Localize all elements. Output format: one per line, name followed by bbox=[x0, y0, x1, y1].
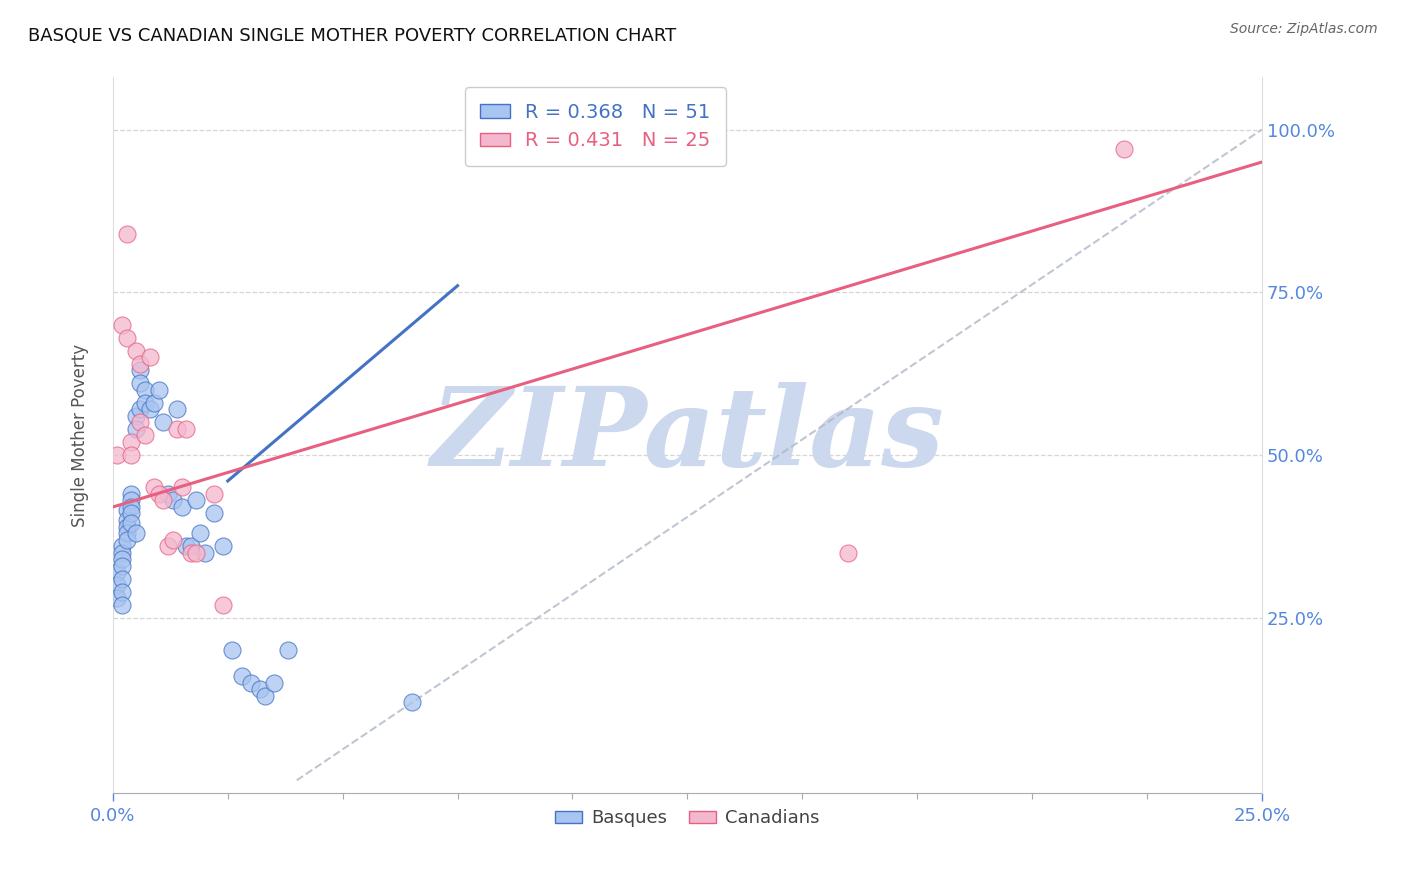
Point bbox=[129, 363, 152, 377]
Point bbox=[115, 533, 138, 547]
Point bbox=[115, 519, 138, 533]
Point bbox=[125, 422, 148, 436]
Point bbox=[120, 493, 142, 508]
Point bbox=[115, 331, 138, 345]
Point bbox=[156, 487, 179, 501]
Point bbox=[115, 526, 138, 541]
Point bbox=[129, 416, 152, 430]
Point bbox=[134, 383, 156, 397]
Point bbox=[1112, 142, 1135, 156]
Point bbox=[180, 545, 202, 559]
Point bbox=[111, 572, 134, 586]
Point bbox=[125, 409, 148, 423]
Point bbox=[176, 539, 198, 553]
Point bbox=[120, 507, 142, 521]
Point bbox=[249, 682, 271, 697]
Point bbox=[162, 533, 184, 547]
Point bbox=[194, 545, 217, 559]
Point bbox=[129, 376, 152, 391]
Text: BASQUE VS CANADIAN SINGLE MOTHER POVERTY CORRELATION CHART: BASQUE VS CANADIAN SINGLE MOTHER POVERTY… bbox=[28, 27, 676, 45]
Point bbox=[263, 675, 285, 690]
Point bbox=[170, 500, 193, 514]
Point bbox=[125, 526, 148, 541]
Point bbox=[221, 643, 243, 657]
Point bbox=[188, 526, 211, 541]
Point bbox=[120, 500, 142, 514]
Point bbox=[143, 480, 166, 494]
Point bbox=[115, 503, 138, 517]
Point bbox=[212, 539, 235, 553]
Point bbox=[120, 487, 142, 501]
Point bbox=[166, 402, 188, 417]
Point bbox=[152, 493, 174, 508]
Point bbox=[253, 689, 276, 703]
Point bbox=[120, 516, 142, 531]
Point bbox=[138, 402, 160, 417]
Point bbox=[837, 545, 859, 559]
Point bbox=[107, 591, 129, 606]
Point bbox=[111, 552, 134, 566]
Point bbox=[184, 545, 207, 559]
Point bbox=[239, 675, 262, 690]
Point bbox=[120, 434, 142, 449]
Point bbox=[156, 539, 179, 553]
Point bbox=[148, 487, 170, 501]
Point bbox=[120, 448, 142, 462]
Point bbox=[176, 422, 198, 436]
Point bbox=[115, 227, 138, 241]
Point bbox=[138, 351, 160, 365]
Point bbox=[111, 584, 134, 599]
Point bbox=[111, 558, 134, 573]
Point bbox=[152, 416, 174, 430]
Point bbox=[129, 357, 152, 371]
Point bbox=[202, 487, 225, 501]
Text: ZIPatlas: ZIPatlas bbox=[430, 382, 945, 489]
Point bbox=[202, 507, 225, 521]
Point bbox=[125, 343, 148, 358]
Point bbox=[148, 383, 170, 397]
Point bbox=[231, 669, 253, 683]
Point bbox=[111, 539, 134, 553]
Point bbox=[170, 480, 193, 494]
Point bbox=[107, 565, 129, 579]
Point bbox=[184, 493, 207, 508]
Point bbox=[111, 318, 134, 332]
Point bbox=[115, 513, 138, 527]
Point bbox=[107, 448, 129, 462]
Point bbox=[129, 402, 152, 417]
Point bbox=[107, 578, 129, 592]
Point bbox=[276, 643, 298, 657]
Point bbox=[134, 428, 156, 442]
Point bbox=[166, 422, 188, 436]
Point bbox=[111, 598, 134, 612]
Point bbox=[143, 396, 166, 410]
Text: Source: ZipAtlas.com: Source: ZipAtlas.com bbox=[1230, 22, 1378, 37]
Legend: Basques, Canadians: Basques, Canadians bbox=[548, 802, 827, 834]
Y-axis label: Single Mother Poverty: Single Mother Poverty bbox=[72, 343, 89, 527]
Point bbox=[134, 396, 156, 410]
Point bbox=[180, 539, 202, 553]
Point bbox=[212, 598, 235, 612]
Point bbox=[162, 493, 184, 508]
Point bbox=[401, 695, 423, 709]
Point bbox=[111, 545, 134, 559]
